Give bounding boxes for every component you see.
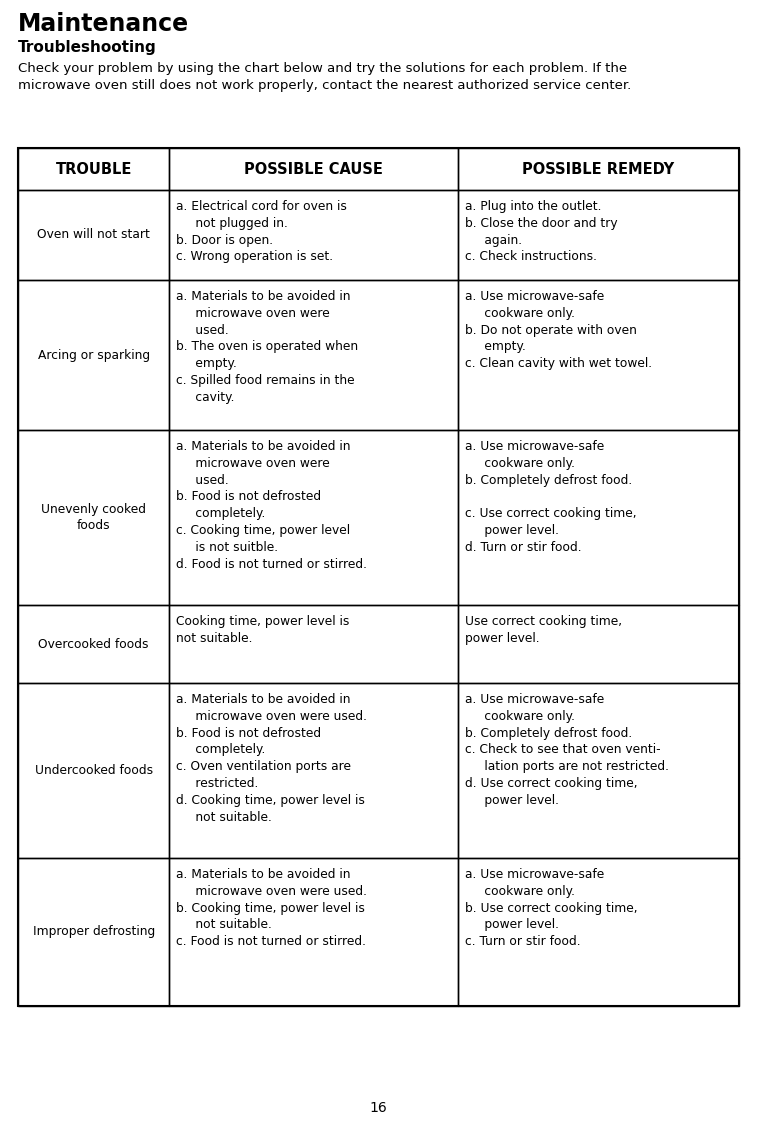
Text: Unevenly cooked
foods: Unevenly cooked foods [41,503,146,532]
Text: Improper defrosting: Improper defrosting [33,925,155,939]
Text: Maintenance: Maintenance [18,12,189,36]
Bar [18,148,170,190]
Text: a. Plug into the outlet.
b. Close the door and try
     again.
c. Check instruct: a. Plug into the outlet. b. Close the do… [465,200,618,263]
Text: Cooking time, power level is
not suitable.: Cooking time, power level is not suitabl… [176,615,350,645]
Text: a. Electrical cord for oven is
     not plugged in.
b. Door is open.
c. Wrong op: a. Electrical cord for oven is not plugg… [176,200,347,263]
Text: a. Use microwave-safe
     cookware only.
b. Completely defrost food.

c. Use co: a. Use microwave-safe cookware only. b. … [465,440,637,554]
Text: POSSIBLE CAUSE: POSSIBLE CAUSE [245,162,383,176]
Text: a. Use microwave-safe
     cookware only.
b. Do not operate with oven
     empty: a. Use microwave-safe cookware only. b. … [465,290,652,371]
Text: a. Use microwave-safe
     cookware only.
b. Completely defrost food.
c. Check t: a. Use microwave-safe cookware only. b. … [465,693,669,807]
Bar [170,190,458,280]
Text: a. Materials to be avoided in
     microwave oven were
     used.
b. Food is not: a. Materials to be avoided in microwave … [176,440,367,571]
Bar [458,148,739,190]
Bar [170,605,458,683]
Text: POSSIBLE REMEDY: POSSIBLE REMEDY [522,162,674,176]
Text: a. Use microwave-safe
     cookware only.
b. Use correct cooking time,
     powe: a. Use microwave-safe cookware only. b. … [465,868,637,948]
Bar [18,431,170,605]
Text: TROUBLE: TROUBLE [55,162,132,176]
Bar [170,858,458,1006]
Text: Overcooked foods: Overcooked foods [39,637,149,651]
Bar [18,858,170,1006]
Bar [458,858,739,1006]
Bar [170,148,458,190]
Text: 16: 16 [369,1101,388,1115]
Bar [170,683,458,858]
Bar [458,280,739,431]
Text: Check your problem by using the chart below and try the solutions for each probl: Check your problem by using the chart be… [18,62,631,92]
Bar [18,605,170,683]
Text: a. Materials to be avoided in
     microwave oven were used.
b. Cooking time, po: a. Materials to be avoided in microwave … [176,868,367,948]
Text: Undercooked foods: Undercooked foods [35,764,153,777]
Bar [18,148,739,1006]
Bar [18,683,170,858]
Bar [18,280,170,431]
Text: Oven will not start: Oven will not start [37,228,150,242]
Bar [458,190,739,280]
Bar [458,683,739,858]
Text: a. Materials to be avoided in
     microwave oven were
     used.
b. The oven is: a. Materials to be avoided in microwave … [176,290,359,403]
Bar [170,431,458,605]
Bar [458,431,739,605]
Text: Use correct cooking time,
power level.: Use correct cooking time, power level. [465,615,622,645]
Bar [170,280,458,431]
Text: a. Materials to be avoided in
     microwave oven were used.
b. Food is not defr: a. Materials to be avoided in microwave … [176,693,367,824]
Bar [458,605,739,683]
Bar [18,190,170,280]
Text: Arcing or sparking: Arcing or sparking [38,348,150,362]
Text: Troubleshooting: Troubleshooting [18,40,157,55]
